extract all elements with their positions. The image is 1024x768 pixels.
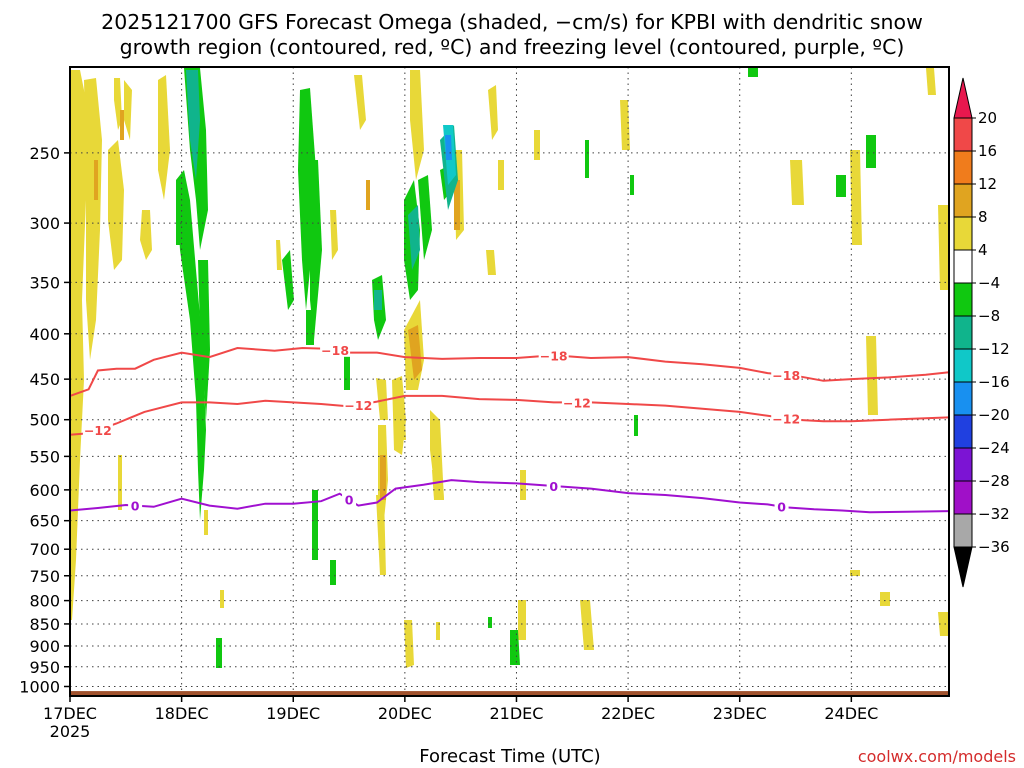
x-tick-label-20DEC: 20DEC xyxy=(378,704,432,723)
contour-label-0-1: −18 xyxy=(540,348,568,363)
contour-label-bg xyxy=(774,499,789,514)
colorbar-box-9 xyxy=(953,381,973,416)
y-tick-label-600: 600 xyxy=(29,481,60,500)
colorbar-label-2: 12 xyxy=(978,175,997,193)
colorbar-label-0: 20 xyxy=(978,109,997,127)
contour-label-0-0: −18 xyxy=(321,343,349,358)
y-tick-label-300: 300 xyxy=(29,214,60,233)
colorbar-label-7: −12 xyxy=(978,340,1010,358)
y-tick-label-350: 350 xyxy=(29,273,60,292)
contour-label-0-2: −18 xyxy=(772,368,800,383)
colorbar-box-1 xyxy=(953,117,973,152)
contour-label-1-1: −12 xyxy=(344,398,372,413)
contour-line-1 xyxy=(69,394,950,436)
temperature-contours: −18 −18 −18 −12 −12 −12 −12 0 0 0 0 xyxy=(69,342,950,515)
x-axis-label: Forecast Time (UTC) xyxy=(419,746,600,767)
y-tick-label-900: 900 xyxy=(29,637,60,656)
colorbar-label-13: −36 xyxy=(978,538,1010,556)
contour-label-2-0: 0 xyxy=(131,499,140,514)
y-tick-label-250: 250 xyxy=(29,144,60,163)
y-tick-label-800: 800 xyxy=(29,592,60,611)
colorbar-label-6: −8 xyxy=(978,307,1000,325)
contour-label-2-3: 0 xyxy=(777,500,786,515)
colorbar-box-2 xyxy=(953,150,973,185)
colorbar-box-4 xyxy=(953,216,973,251)
x-tick-label-18DEC: 18DEC xyxy=(155,704,209,723)
y-tick-label-650: 650 xyxy=(29,512,60,531)
year-label: 2025 xyxy=(50,722,91,741)
colorbar-box-7 xyxy=(953,315,973,350)
colorbar-box-6 xyxy=(953,282,973,317)
contour-label-1-0: −12 xyxy=(84,423,112,438)
x-tick-label-21DEC: 21DEC xyxy=(489,704,543,723)
contour-label-bg xyxy=(320,342,351,357)
y-axis: 250 300 350 400 450 500 550 600 650 700 750 800 850 9… xyxy=(19,144,70,696)
colorbar-box-12 xyxy=(953,480,973,515)
colorbar-box-11 xyxy=(953,447,973,482)
colorbar-box-13 xyxy=(953,513,973,548)
x-axis: 17DEC 18DEC 19DEC 20DEC 21DEC 22DEC 23DEC 24DEC xyxy=(43,696,878,723)
colorbar-label-10: −24 xyxy=(978,439,1010,457)
x-tick-label-24DEC: 24DEC xyxy=(824,704,878,723)
y-tick-label-700: 700 xyxy=(29,540,60,559)
omega-shading xyxy=(70,68,948,668)
x-tick-label-19DEC: 19DEC xyxy=(266,704,320,723)
x-tick-label-23DEC: 23DEC xyxy=(713,704,767,723)
x-tick-label-17DEC: 17DEC xyxy=(43,704,97,723)
colorbar-label-3: 8 xyxy=(978,208,988,226)
y-tick-label-950: 950 xyxy=(29,658,60,677)
colorbar-label-5: −4 xyxy=(978,274,1000,292)
contour-label-bg xyxy=(771,367,802,382)
contour-label-bg xyxy=(771,411,802,426)
contour-label-2-2: 0 xyxy=(549,479,558,494)
colorbar-box-10 xyxy=(953,414,973,449)
y-tick-label-550: 550 xyxy=(29,447,60,466)
y-tick-label-450: 450 xyxy=(29,370,60,389)
colorbar-label-1: 16 xyxy=(978,142,997,160)
contour-label-bg xyxy=(561,395,592,410)
colorbar-label-4: 4 xyxy=(978,241,988,259)
contour-label-2-1: 0 xyxy=(345,493,354,508)
y-tick-label-750: 750 xyxy=(29,567,60,586)
contour-label-1-2: −12 xyxy=(563,395,591,410)
y-tick-label-500: 500 xyxy=(29,411,60,430)
chart-title-line2: growth region (contoured, red, ºC) and f… xyxy=(120,35,905,59)
contour-label-bg xyxy=(82,423,113,438)
plot-frame xyxy=(69,66,950,697)
y-tick-label-400: 400 xyxy=(29,325,60,344)
contour-label-bg xyxy=(538,348,569,363)
colorbar-label-11: −28 xyxy=(978,472,1010,490)
colorbar-box-5 xyxy=(953,249,973,284)
contour-label-bg xyxy=(546,479,561,494)
colorbar-top-arrow xyxy=(953,77,973,119)
contour-label-bg xyxy=(128,498,143,513)
colorbar: 20 16 12 8 4 −4 −8 −12 −16 −20 −24 −28 −32 −36 xyxy=(953,77,1010,588)
x-tick-label-22DEC: 22DEC xyxy=(601,704,655,723)
terrain-fill xyxy=(71,691,948,696)
credit-link[interactable]: coolwx.com/models xyxy=(858,747,1016,766)
y-tick-label-850: 850 xyxy=(29,615,60,634)
colorbar-bottom-arrow xyxy=(953,546,973,588)
colorbar-box-8 xyxy=(953,348,973,383)
colorbar-label-8: −16 xyxy=(978,373,1010,391)
y-tick-label-1000: 1000 xyxy=(19,677,60,696)
colorbar-label-9: −20 xyxy=(978,406,1010,424)
colorbar-box-3 xyxy=(953,183,973,218)
contour-label-bg xyxy=(343,397,374,412)
contour-label-1-3: −12 xyxy=(772,411,800,426)
colorbar-label-12: −32 xyxy=(978,505,1010,523)
contour-label-bg xyxy=(342,492,357,507)
chart-title-line1: 2025121700 GFS Forecast Omega (shaded, −… xyxy=(101,10,923,34)
